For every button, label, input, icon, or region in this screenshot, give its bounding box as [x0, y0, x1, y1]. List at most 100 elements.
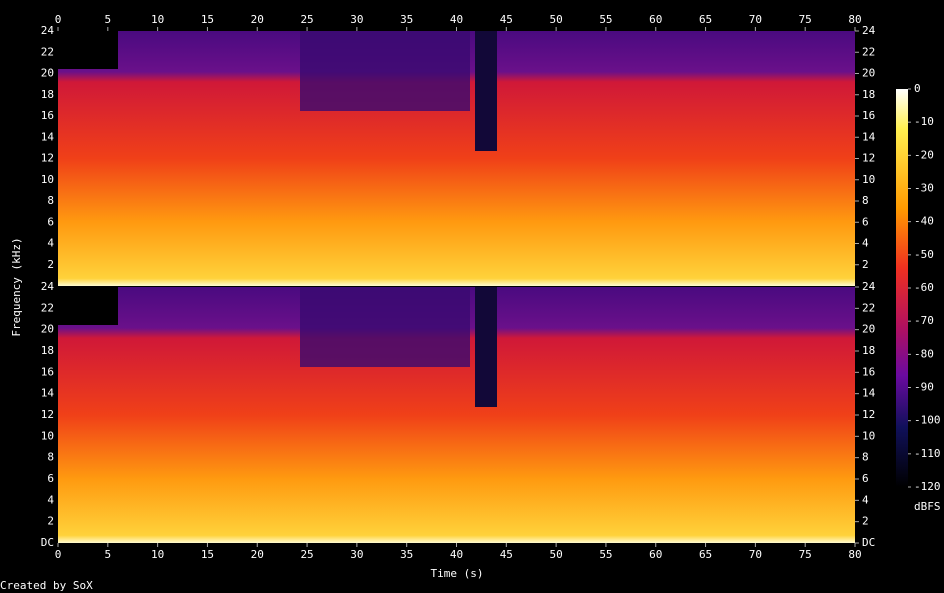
colorbar-tick-label: 0: [914, 82, 921, 95]
x-tick-label-top: 75: [799, 13, 812, 26]
y-tick-label: 18: [41, 88, 54, 101]
x-tick-label-top: 10: [151, 13, 164, 26]
x-tick-label-top: 5: [105, 13, 112, 26]
x-tick-label-top: 80: [848, 13, 861, 26]
y-tick-label: 8: [47, 194, 54, 207]
y-tick-label-right: 16: [862, 365, 875, 378]
y-tick-label: 4: [47, 493, 54, 506]
y-tick-label-right: 14: [862, 130, 876, 143]
x-tick-label: 15: [201, 548, 214, 561]
x-tick-label: 75: [799, 548, 812, 561]
x-tick-label-top: 45: [500, 13, 513, 26]
colorbar-tick-label: -60: [914, 281, 934, 294]
colorbar-tick-label: -100: [914, 414, 941, 427]
y-tick-label: 22: [41, 301, 54, 314]
x-tick-label: 65: [699, 548, 712, 561]
quiet-band: [300, 31, 470, 111]
y-tick-label-right: 18: [862, 88, 875, 101]
colorbar-label: dBFS: [914, 500, 941, 513]
x-tick-label-top: 30: [350, 13, 363, 26]
silence: [58, 287, 118, 325]
credit: Created by SoX: [0, 579, 93, 592]
x-tick-label: 35: [400, 548, 413, 561]
x-tick-label-top: 25: [300, 13, 313, 26]
spectrogram-images: [58, 31, 855, 543]
y-tick-label-right: 10: [862, 429, 875, 442]
y-tick-label: 18: [41, 344, 54, 357]
x-tick-label: 20: [251, 548, 264, 561]
colorbar-tick-label: -40: [914, 215, 934, 228]
x-tick-label: 10: [151, 548, 164, 561]
colorbar-tick-label: -30: [914, 182, 934, 195]
silence: [58, 31, 118, 69]
x-tick-label-top: 55: [599, 13, 612, 26]
colorbar-tick-label: -50: [914, 248, 934, 261]
y-tick-label-right: 24: [862, 280, 876, 293]
x-tick-label-top: 15: [201, 13, 214, 26]
y-tick-label-right: 14: [862, 387, 876, 400]
y-tick-label: 22: [41, 45, 54, 58]
colorbar-tick-label: -20: [914, 148, 934, 161]
y-tick-label-right: 2: [862, 515, 869, 528]
x-tick-label: 25: [300, 548, 313, 561]
silence: [475, 287, 497, 407]
y-tick-label-right: 4: [862, 237, 869, 250]
y-tick-label: 6: [47, 472, 54, 485]
y-tick-label-right: 16: [862, 109, 875, 122]
x-tick-label: 40: [450, 548, 463, 561]
x-tick-label: 55: [599, 548, 612, 561]
x-tick-label: 5: [105, 548, 112, 561]
colorbar-tick-label: -110: [914, 447, 941, 460]
y-tick-label-right: 22: [862, 301, 875, 314]
y-tick-label: 20: [41, 67, 54, 80]
y-tick-label: 12: [41, 152, 54, 165]
y-tick-label: DC: [41, 536, 54, 549]
x-tick-label-top: 20: [251, 13, 264, 26]
y-tick-label: 16: [41, 109, 54, 122]
y-tick-label-right: 10: [862, 173, 875, 186]
x-tick-label-top: 65: [699, 13, 712, 26]
y-tick-label: 10: [41, 173, 54, 186]
y-tick-label-right: 18: [862, 344, 875, 357]
y-tick-label-right: DC: [862, 536, 875, 549]
y-tick-label-right: 8: [862, 451, 869, 464]
y-tick-label-right: 12: [862, 152, 875, 165]
colorbar-tick-label: -70: [914, 314, 934, 327]
x-tick-label-top: 50: [550, 13, 563, 26]
x-tick-label: 50: [550, 548, 563, 561]
x-tick-label-top: 70: [749, 13, 762, 26]
y-tick-label: 12: [41, 408, 54, 421]
x-tick-label-top: 60: [649, 13, 662, 26]
y-axis-label: Frequency (kHz): [10, 237, 23, 336]
x-tick-label: 80: [848, 548, 861, 561]
colorbar-tick-label: -80: [914, 347, 934, 360]
x-tick-label: 0: [55, 548, 62, 561]
colorbar-tick-label: -120: [914, 480, 941, 493]
x-tick-label: 45: [500, 548, 513, 561]
colorbar-tick-label: -10: [914, 115, 934, 128]
y-tick-label-right: 4: [862, 493, 869, 506]
y-tick-label: 8: [47, 451, 54, 464]
y-tick-label: 24: [41, 280, 55, 293]
x-tick-label: 60: [649, 548, 662, 561]
y-tick-label: 2: [47, 258, 54, 271]
y-tick-label: 14: [41, 130, 55, 143]
x-tick-label: 70: [749, 548, 762, 561]
y-tick-label: 4: [47, 237, 54, 250]
y-tick-label: 16: [41, 365, 54, 378]
x-tick-label-top: 0: [55, 13, 62, 26]
y-tick-label: 10: [41, 429, 54, 442]
y-tick-label-right: 20: [862, 67, 875, 80]
y-tick-label: 6: [47, 215, 54, 228]
y-tick-label-right: 22: [862, 45, 875, 58]
y-tick-label: 20: [41, 323, 54, 336]
silence: [475, 31, 497, 151]
y-tick-label-right: 12: [862, 408, 875, 421]
y-tick-label: 2: [47, 515, 54, 528]
y-tick-label: 14: [41, 387, 55, 400]
y-tick-label-right: 6: [862, 472, 869, 485]
x-tick-label: 30: [350, 548, 363, 561]
y-tick-label-right: 20: [862, 323, 875, 336]
y-tick-label-right: 24: [862, 24, 876, 37]
